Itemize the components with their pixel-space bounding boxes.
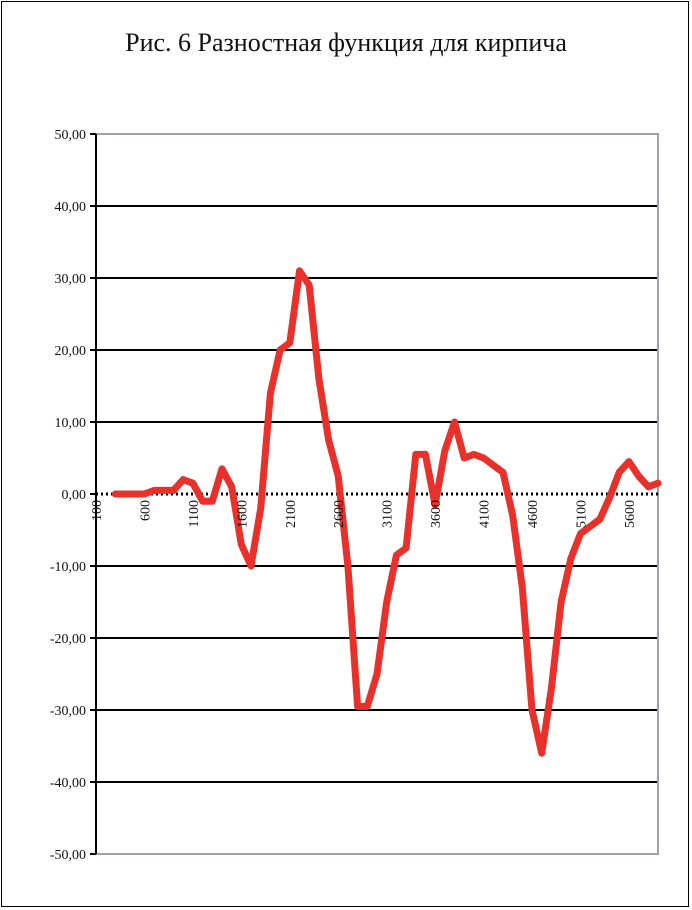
series-line (111, 267, 662, 757)
y-tick-label: 10,00 (55, 416, 87, 431)
y-tick-label: 50,00 (55, 128, 87, 143)
y-tick-label: 40,00 (55, 200, 87, 215)
y-tick-label: 30,00 (55, 272, 87, 287)
x-tick-label: 600 (138, 500, 153, 521)
x-tick-label: 1100 (187, 500, 202, 527)
y-tick-label: -40,00 (50, 776, 86, 791)
chart-title: Рис. 6 Разностная функция для кирпича (125, 28, 567, 57)
y-tick-label: 0,00 (62, 488, 87, 503)
y-tick-label: 20,00 (55, 344, 87, 359)
x-tick-label: 3600 (429, 500, 444, 528)
x-tick-label: 100 (90, 500, 105, 521)
x-tick-label: 3100 (381, 500, 396, 528)
axes (90, 133, 658, 855)
x-tick-label: 5100 (574, 500, 589, 528)
y-tick-label: -10,00 (50, 560, 86, 575)
x-tick-label: 1600 (235, 500, 250, 528)
y-tick-label: -30,00 (50, 704, 86, 719)
x-tick-label: 4100 (478, 500, 493, 528)
x-tick-label: 2600 (332, 500, 347, 528)
x-tick-label: 2100 (284, 500, 299, 528)
series-layer (111, 267, 662, 757)
x-tick-label: 4600 (526, 500, 541, 528)
y-tick-labels: 50,00 40,00 30,00 20,00 10,00 0,00 -10,00 -20,0… (50, 128, 86, 863)
y-tick-label: -20,00 (50, 632, 86, 647)
x-tick-label: 5600 (623, 500, 638, 528)
x-tick-labels: 100 600 1100 1600 2100 2600 3100 3600 4100 4600 51… (90, 500, 638, 528)
y-tick-label: -50,00 (50, 848, 86, 863)
